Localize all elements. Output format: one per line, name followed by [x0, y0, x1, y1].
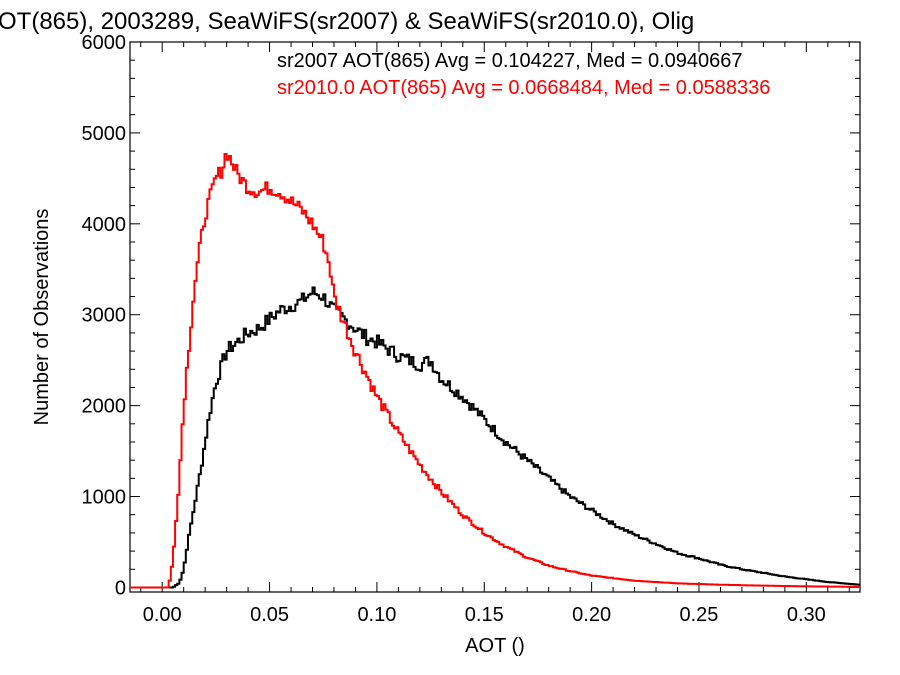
plot-frame: [129, 41, 861, 593]
y-tick-label: 4000: [82, 214, 127, 236]
x-tick-label: 0.05: [250, 604, 289, 626]
series-line-sr2007: [130, 286, 860, 589]
x-tick-label: 0.15: [465, 604, 504, 626]
x-tick-label: 0.25: [680, 604, 719, 626]
series-layer: [130, 152, 860, 589]
axis-ticks: [130, 41, 860, 592]
x-tick-label: 0.20: [572, 604, 611, 626]
x-tick-label: 0.10: [357, 604, 396, 626]
x-tick-label: 0.30: [787, 604, 826, 626]
series-line-sr2010: [130, 152, 860, 589]
y-tick-label: 2000: [82, 396, 127, 418]
y-tick-label: 5000: [82, 123, 127, 145]
chart-title: OT(865), 2003289, SeaWiFS(sr2007) & SeaW…: [0, 8, 694, 35]
stats-annotation-sr2007: sr2007 AOT(865) Avg = 0.104227, Med = 0.…: [277, 50, 743, 72]
y-axis-label: Number of Observations: [31, 209, 53, 426]
x-axis-label: AOT (): [465, 635, 525, 657]
x-tick-labels: 0.00 0.05 0.10 0.15 0.20 0.25 0.30: [143, 604, 826, 626]
stats-annotation-sr2010: sr2010.0 AOT(865) Avg = 0.0668484, Med =…: [277, 77, 770, 99]
y-tick-label: 0: [115, 577, 126, 599]
x-tick-label: 0.00: [143, 604, 182, 626]
y-tick-label: 3000: [82, 305, 127, 327]
y-tick-labels: 0 1000 2000 3000 4000 5000 6000: [82, 32, 127, 599]
y-tick-label: 1000: [82, 487, 127, 509]
y-tick-label: 6000: [82, 32, 127, 54]
